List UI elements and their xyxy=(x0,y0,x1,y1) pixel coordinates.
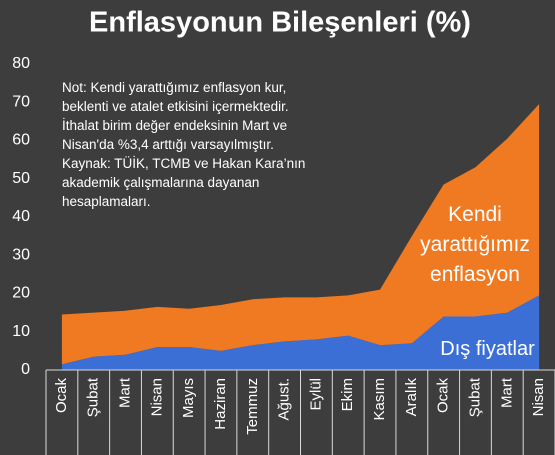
area xyxy=(61,104,540,365)
annotation-line: Not: Kendi yarattığımız enflasyon kur, xyxy=(62,80,287,95)
x-tick-label: Ekim xyxy=(339,378,356,411)
x-tick-label: Temmuz xyxy=(244,378,261,435)
y-tick-label: 40 xyxy=(12,208,30,225)
y-tick-label: 20 xyxy=(12,285,30,302)
annotation-line: İthalat birim değer endeksinin Mart ve xyxy=(62,118,288,133)
chart-title: Enflasyonun Bileşenleri (%) xyxy=(89,7,471,39)
x-tick-label: Eylül xyxy=(307,378,324,411)
series-label: Dış fiyatlar xyxy=(440,338,535,360)
x-tick-label: Haziran xyxy=(212,378,229,430)
annotation-line: hesaplamaları. xyxy=(62,194,151,209)
x-tick-label: Mart xyxy=(498,377,515,408)
series-label: Kendi yarattığımız enflasyon xyxy=(420,203,530,286)
y-tick-label: 30 xyxy=(12,246,30,263)
annotation-line: akademik çalışmalarına dayanan xyxy=(62,175,260,190)
y-tick-label: 70 xyxy=(12,93,30,110)
x-tick-label: Şubat xyxy=(466,377,483,417)
y-tick-label: 60 xyxy=(12,132,30,149)
x-tick-label: Nisan xyxy=(530,378,547,416)
x-tick-label: Mart xyxy=(117,377,134,408)
x-tick-label: Mayıs xyxy=(180,378,197,418)
x-tick-label: Şubat xyxy=(85,377,102,417)
x-tick-label: Ağust. xyxy=(276,378,293,421)
x-tick-label: Ocak xyxy=(53,378,70,414)
y-tick-label: 80 xyxy=(12,55,30,72)
annotation-line: Nisan'da %3,4 arttığı varsayılmıştır. xyxy=(62,137,274,152)
x-tick-label: Kasım xyxy=(371,378,388,421)
x-tick-label: Nisan xyxy=(148,378,165,416)
y-tick-label: 50 xyxy=(12,170,30,187)
x-tick-label: Aralık xyxy=(403,378,420,417)
area xyxy=(61,295,540,370)
y-tick-label: 10 xyxy=(12,323,30,340)
x-tick-label: Ocak xyxy=(435,378,452,414)
y-tick-label: 0 xyxy=(21,361,30,378)
annotation-line: Kaynak: TÜİK, TCMB ve Hakan Kara’nın xyxy=(62,156,306,171)
annotation-line: beklenti ve atalet etkisini içermektedir… xyxy=(62,99,289,114)
annotation: Not: Kendi yarattığımız enflasyon kur, be… xyxy=(62,78,305,211)
